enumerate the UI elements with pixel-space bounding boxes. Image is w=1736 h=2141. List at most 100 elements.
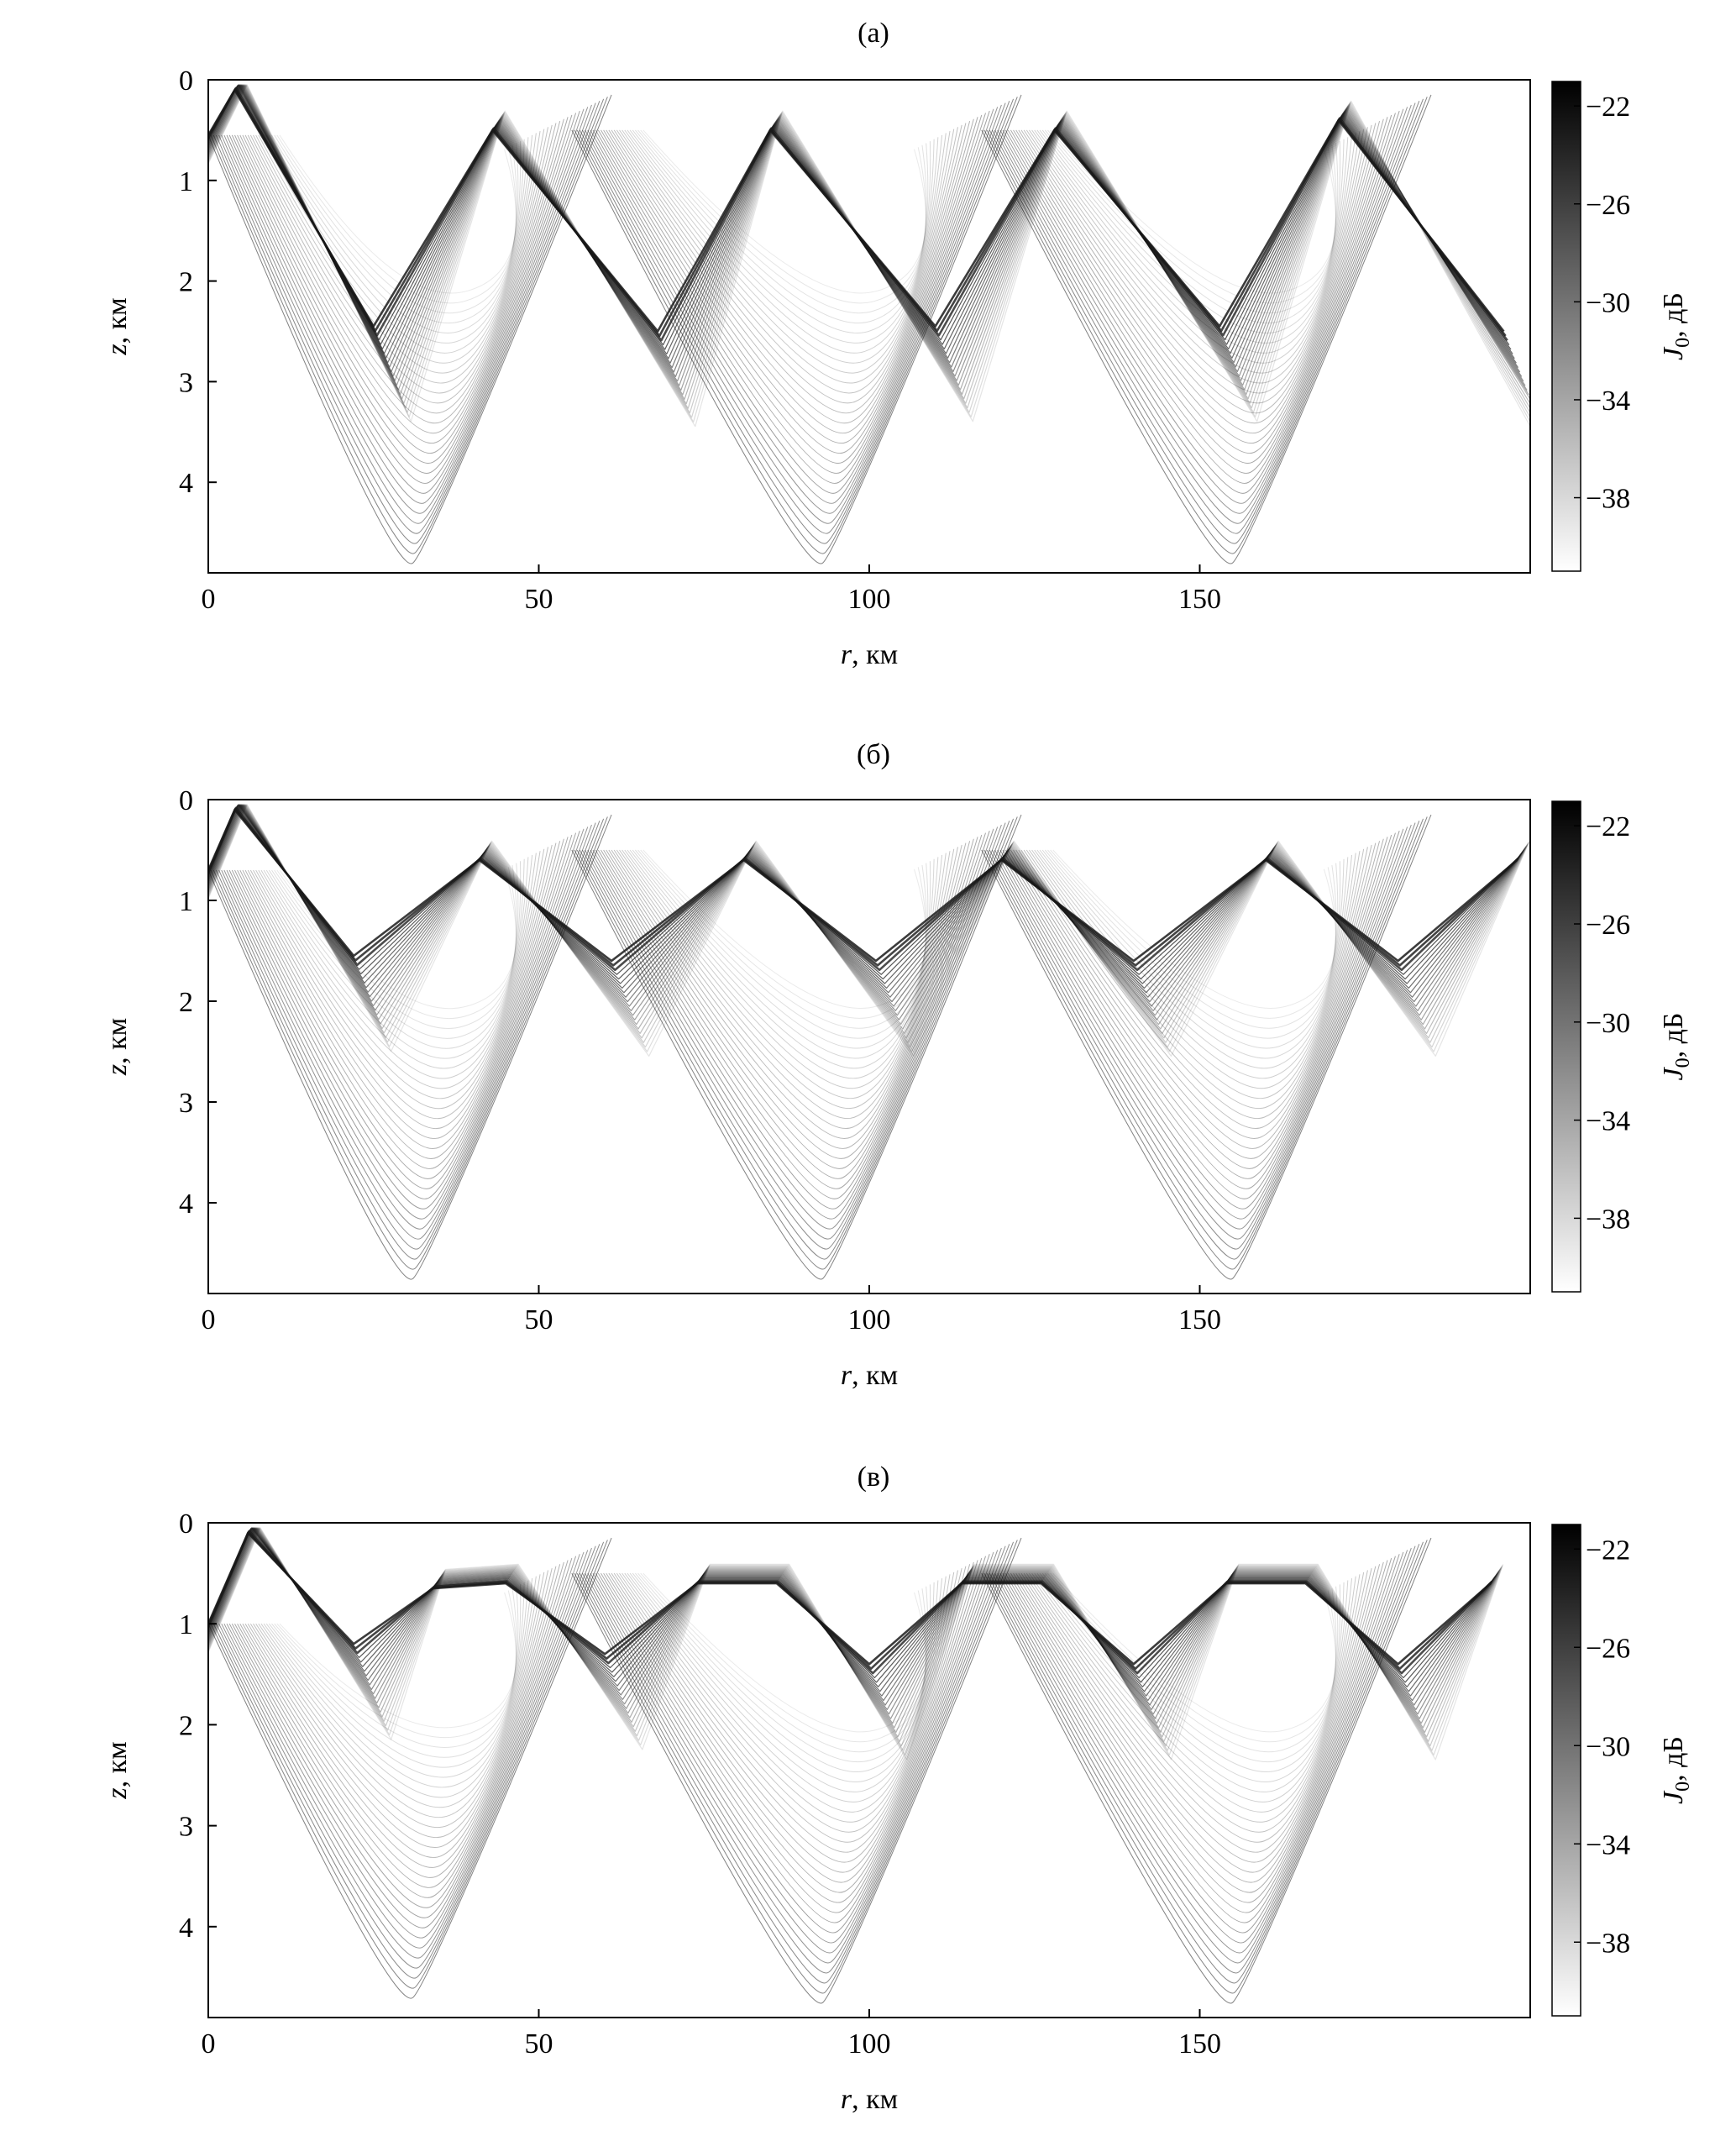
ray-path	[208, 1527, 1498, 1719]
deep-ray	[260, 134, 533, 364]
ray-path	[208, 1527, 1503, 1751]
deep-ray	[228, 1554, 580, 1918]
deep-ray	[1013, 838, 1384, 1159]
deep-ray	[613, 127, 958, 404]
deep-ray	[279, 1592, 517, 1729]
deep-ray	[608, 1566, 967, 1863]
deep-ray	[606, 841, 971, 1149]
deep-ray	[260, 1578, 533, 1798]
deep-ray	[597, 1557, 983, 1903]
panel-c: (в) 0 50 100 150 0 1 2 3 4 r, км z, км −22 −26 −30 −34 −…	[102, 1461, 1694, 2115]
deep-ray	[249, 847, 549, 1120]
ray-path	[208, 1527, 1502, 1742]
deep-ray	[999, 828, 1404, 1210]
deep-ray	[1020, 844, 1372, 1129]
deep-ray	[603, 1561, 974, 1883]
deep-ray	[1025, 1572, 1365, 1833]
deep-ray	[1013, 1561, 1384, 1883]
deep-ray	[642, 129, 926, 294]
deep-ray	[981, 94, 1432, 564]
deep-ray	[997, 1550, 1408, 1944]
ray-path	[208, 804, 1523, 998]
deep-ray	[986, 98, 1424, 544]
deep-ray	[621, 849, 947, 1089]
deep-ray	[1023, 1570, 1368, 1843]
deep-ray	[997, 826, 1408, 1220]
colorbar-tick-label: −22	[1586, 92, 1630, 123]
deep-ray	[632, 1572, 931, 1772]
ray-path	[208, 84, 1515, 359]
deep-ray	[215, 100, 601, 534]
deep-ray	[249, 1570, 549, 1838]
deep-ray	[608, 842, 967, 1139]
deep-ray	[1023, 847, 1368, 1119]
deep-ray	[608, 123, 967, 424]
x-tick-label: 100	[848, 1304, 891, 1336]
deep-ray	[221, 104, 592, 514]
deep-ray	[263, 857, 529, 1069]
deep-ray	[265, 1582, 525, 1778]
deep-ray	[997, 107, 1408, 504]
deep-ray	[1004, 832, 1396, 1189]
colorbar-tick-label: −30	[1586, 1008, 1630, 1039]
deep-ray	[1015, 120, 1381, 434]
x-axis-label: r, км	[841, 2084, 898, 2115]
deep-ray	[592, 110, 990, 484]
deep-ray	[1039, 1572, 1345, 1782]
deep-ray	[991, 1545, 1416, 1964]
x-tick-label: 0	[202, 584, 216, 615]
deep-ray	[587, 826, 999, 1220]
deep-ray	[576, 1541, 1015, 1984]
deep-ray	[619, 1572, 951, 1823]
deep-ray	[1050, 1572, 1336, 1743]
deep-ray	[981, 1537, 1432, 2004]
deep-ray	[999, 108, 1404, 494]
deep-ray	[621, 1572, 947, 1813]
deep-ray	[1039, 849, 1345, 1059]
panel-label: (в)	[858, 1461, 890, 1493]
ray-path	[208, 84, 1528, 391]
deep-ray	[1052, 849, 1336, 1009]
deep-ray	[234, 1557, 573, 1898]
deep-ray	[574, 97, 1018, 554]
ray-path	[208, 84, 1530, 414]
deep-ray	[1010, 837, 1388, 1169]
deep-ray	[1036, 1572, 1349, 1792]
deep-ray	[249, 127, 549, 404]
deep-ray	[571, 94, 1022, 564]
ray-path	[208, 84, 1524, 382]
ray-path	[208, 1527, 1503, 1747]
deep-ray	[986, 818, 1424, 1260]
deep-ray	[635, 129, 929, 324]
deep-ray	[258, 853, 537, 1089]
ray-path	[208, 1527, 1497, 1710]
deep-ray	[579, 821, 1010, 1250]
deep-ray	[627, 849, 939, 1069]
deep-ray	[244, 1566, 557, 1858]
deep-ray	[258, 133, 537, 374]
deep-ray	[606, 120, 971, 434]
deep-ray	[603, 118, 974, 444]
deep-ray	[981, 814, 1432, 1280]
deep-ray	[579, 100, 1010, 534]
deep-ray	[986, 1541, 1424, 1984]
colorbar-label: J0, дБ	[1658, 1013, 1694, 1081]
deep-ray	[271, 134, 519, 324]
y-tick-label: 4	[179, 468, 193, 499]
deep-ray	[1039, 129, 1345, 344]
deep-ray	[601, 837, 978, 1169]
deep-ray	[576, 818, 1015, 1260]
deep-ray	[632, 849, 931, 1049]
deep-ray	[624, 129, 943, 364]
deep-ray	[247, 124, 553, 414]
ray-path	[208, 84, 1530, 428]
deep-ray	[260, 854, 533, 1079]
ray-path	[208, 1531, 1492, 1666]
y-tick-label: 1	[179, 1609, 193, 1640]
deep-ray	[619, 129, 951, 384]
deep-ray	[210, 1540, 608, 1989]
colorbar-tick-label: −26	[1586, 190, 1630, 221]
ray-path	[208, 804, 1524, 1011]
y-tick-label: 1	[179, 886, 193, 917]
deep-ray	[279, 868, 517, 1010]
